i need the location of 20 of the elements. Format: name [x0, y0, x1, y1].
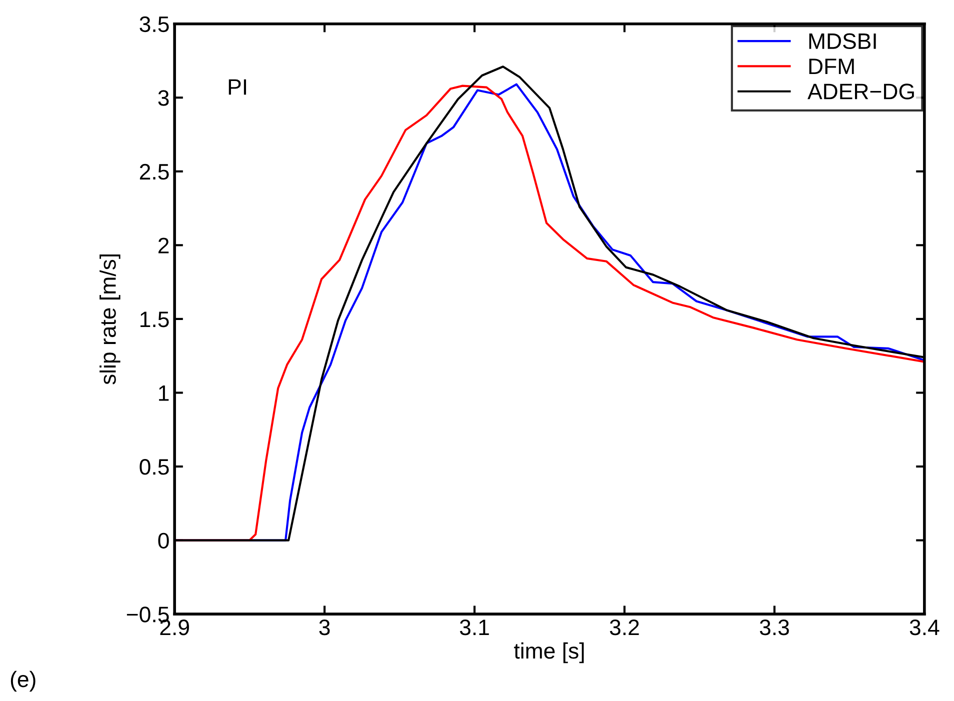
text: (e) [10, 670, 36, 692]
y-tick-label: 3.5 [140, 16, 169, 32]
x-tick-label: 3 [319, 620, 330, 636]
y-tick-label: 1.5 [140, 312, 169, 328]
x-tick-label: 3.4 [910, 620, 940, 636]
legend-label: MDSBI [809, 33, 876, 50]
x-axis-title: time [s] [514, 642, 584, 664]
x-tick-label: 3.3 [760, 620, 789, 636]
legend-label: ADER−DG [808, 84, 914, 100]
y-tick-label: 1 [159, 386, 169, 401]
x-tick-label: 3.1 [460, 620, 489, 636]
y-axis-title: slip rate [m/s] [100, 254, 120, 384]
annotation: PI [228, 79, 246, 95]
x-tick-label: 3.2 [610, 620, 639, 636]
legend-label: DFM [809, 58, 854, 74]
y-tick-label: 3 [158, 90, 169, 106]
y-tick-label: 0.5 [140, 459, 169, 475]
y-tick-label: 2 [158, 238, 169, 254]
y-tick-label: 2.5 [140, 164, 169, 180]
y-tick-label: 0 [158, 532, 169, 549]
